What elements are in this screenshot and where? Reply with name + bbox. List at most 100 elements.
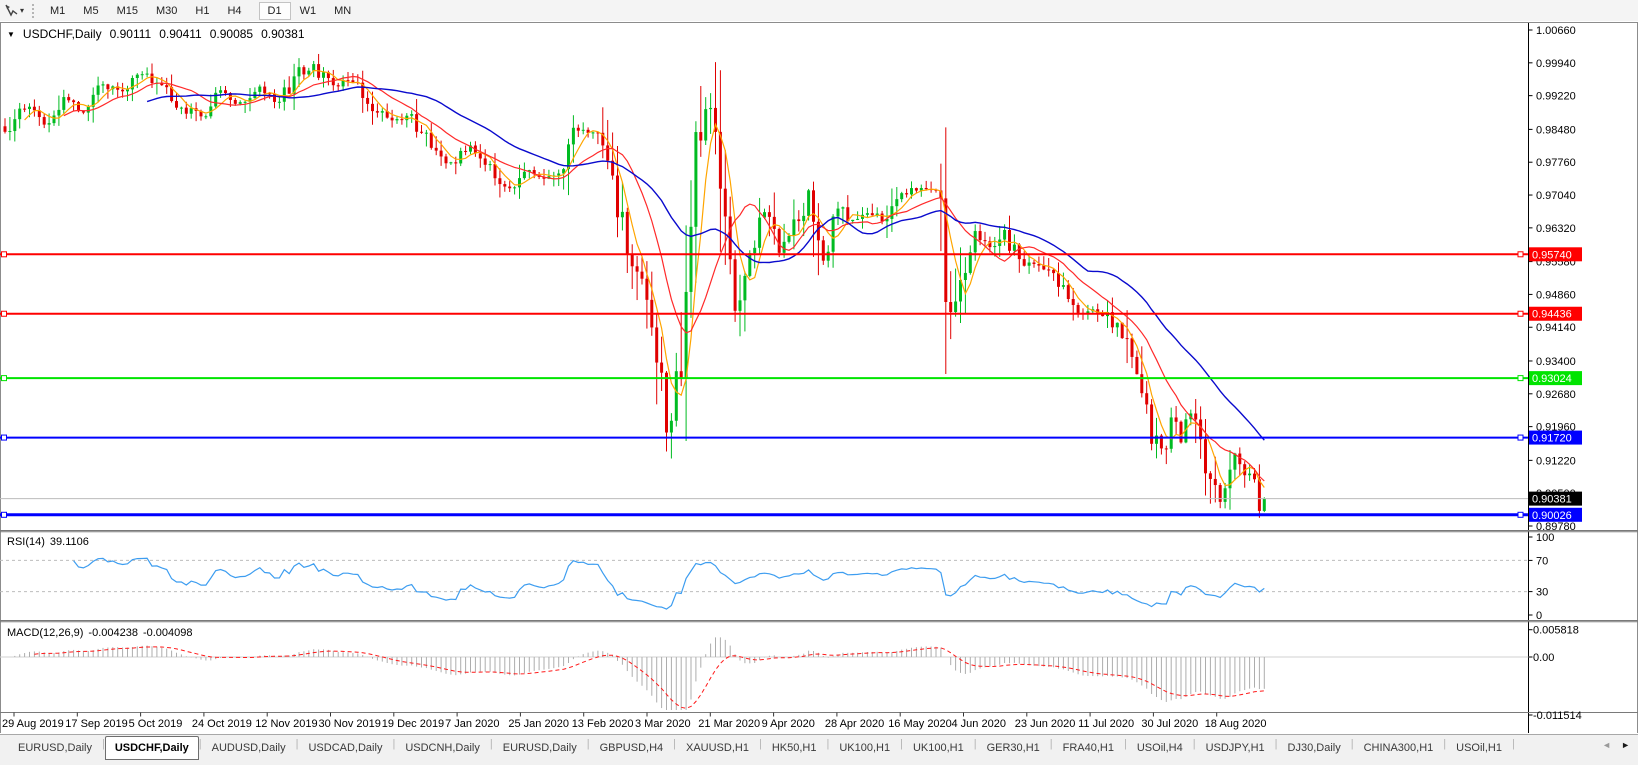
rsi-value: 39.1106 xyxy=(49,536,89,548)
svg-text:0.93024: 0.93024 xyxy=(1532,373,1572,385)
macd-signal-line xyxy=(34,646,1265,709)
svg-text:0.005818: 0.005818 xyxy=(1533,625,1579,637)
svg-text:16 May 2020: 16 May 2020 xyxy=(888,718,952,730)
tab-scroll-left-icon[interactable]: ◄ xyxy=(1602,740,1612,750)
svg-text:0.91720: 0.91720 xyxy=(1532,433,1572,445)
timeframe-button-D1[interactable]: D1 xyxy=(258,1,291,20)
macd-signal-value: -0.004098 xyxy=(142,627,193,639)
timeframe-button-M30[interactable]: M30 xyxy=(155,4,178,17)
svg-text:12 Nov 2019: 12 Nov 2019 xyxy=(255,718,317,730)
level-handle[interactable] xyxy=(1517,375,1524,382)
tab-separator: | xyxy=(900,738,903,750)
chart-tab-USDCNH-Daily[interactable]: USDCNH,Daily xyxy=(405,742,480,754)
ohlc-close: 0.90381 xyxy=(261,27,305,41)
svg-text:25 Jan 2020: 25 Jan 2020 xyxy=(508,718,569,730)
svg-text:4 Jun 2020: 4 Jun 2020 xyxy=(952,718,1006,730)
svg-text:0.96320: 0.96320 xyxy=(1536,223,1576,235)
timeframe-button-W1[interactable]: W1 xyxy=(299,4,317,17)
chart-tab-FRA40-H1[interactable]: FRA40,H1 xyxy=(1062,742,1114,754)
svg-text:0: 0 xyxy=(1536,610,1542,622)
chart-cursor-tool-button[interactable]: ▾ xyxy=(0,4,26,18)
macd-name: MACD(12,26,9) xyxy=(7,627,84,639)
level-handle[interactable] xyxy=(1,310,7,317)
rsi-name: RSI(14) xyxy=(7,536,45,548)
chart-tab-USOil-H4[interactable]: USOil,H4 xyxy=(1136,742,1183,754)
svg-text:23 Jun 2020: 23 Jun 2020 xyxy=(1015,718,1076,730)
chart-tab-GBPUSD-H4[interactable]: GBPUSD,H4 xyxy=(599,742,664,754)
chart-tab-USDCHF-Daily[interactable]: USDCHF,Daily xyxy=(104,736,199,760)
chart-tab-HK50-H1[interactable]: HK50,H1 xyxy=(771,742,817,754)
svg-text:0.97040: 0.97040 xyxy=(1536,190,1576,202)
svg-text:0.98480: 0.98480 xyxy=(1536,124,1576,136)
tab-separator: | xyxy=(1192,738,1196,750)
tab-separator: | xyxy=(489,738,493,750)
level-handle[interactable] xyxy=(1517,310,1524,317)
timeframe-button-H1[interactable]: H1 xyxy=(195,4,210,17)
level-handle[interactable] xyxy=(1517,251,1524,258)
time-axis-labels: 29 Aug 2019 17 Sep 2019 5 Oct 2019 24 Oct 2… xyxy=(2,712,1266,730)
toolbar-grip-handle[interactable] xyxy=(32,3,35,18)
svg-text:0.90026: 0.90026 xyxy=(1532,510,1572,522)
svg-text:24 Oct 2019: 24 Oct 2019 xyxy=(192,718,252,730)
macd-axis-labels: 0.005818 0.00 -0.011514 xyxy=(1528,625,1582,722)
ma-fast-line xyxy=(24,69,1265,488)
chart-tab-EURUSD-Daily[interactable]: EURUSD,Daily xyxy=(18,742,92,754)
chart-tab-UK100-H1[interactable]: UK100,H1 xyxy=(839,742,891,754)
timeframe-button-MN[interactable]: MN xyxy=(334,4,352,17)
svg-text:30 Jul 2020: 30 Jul 2020 xyxy=(1141,718,1198,730)
ma-slow-line xyxy=(146,86,1265,441)
level-handle[interactable] xyxy=(1,511,7,518)
tab-separator: | xyxy=(198,738,202,750)
chart-tab-XAUUSD-H1[interactable]: XAUUSD,H1 xyxy=(686,742,749,754)
tab-separator: | xyxy=(973,738,977,750)
tab-separator: | xyxy=(1443,738,1447,750)
svg-text:30: 30 xyxy=(1536,587,1548,599)
tab-scroll-right-icon[interactable]: ► xyxy=(1621,740,1630,750)
ma-medium-line xyxy=(63,75,1265,482)
chart-tab-AUDUSD-Daily[interactable]: AUDUSD,Daily xyxy=(211,742,286,754)
svg-text:0.94860: 0.94860 xyxy=(1536,289,1576,301)
timeframe-button-M5[interactable]: M5 xyxy=(83,4,99,17)
chart-tab-USOil-H1[interactable]: USOil,H1 xyxy=(1456,742,1502,754)
tab-separator: | xyxy=(1350,738,1354,750)
svg-text:0.95740: 0.95740 xyxy=(1532,249,1572,261)
svg-text:19 Dec 2019: 19 Dec 2019 xyxy=(382,718,444,730)
level-handle[interactable] xyxy=(1,375,7,382)
level-handle[interactable] xyxy=(1517,511,1524,518)
chart-tab-DJ30-Daily[interactable]: DJ30,Daily xyxy=(1287,742,1341,754)
timeframe-button-H4[interactable]: H4 xyxy=(227,4,242,17)
ohlc-low: 0.90085 xyxy=(209,27,254,41)
svg-text:0.99940: 0.99940 xyxy=(1536,58,1576,70)
price-chart-canvas[interactable]: 1.00660 0.99940 0.99220 0.98480 0.97760 0.970… xyxy=(0,0,1638,734)
level-handle[interactable] xyxy=(1517,434,1524,441)
chart-tab-UK100-H1[interactable]: UK100,H1 xyxy=(912,742,964,754)
rsi-indicator-label: RSI(14) 39.1106 xyxy=(7,536,89,548)
tab-separator: | xyxy=(392,738,396,750)
chart-tab-USDCAD-Daily[interactable]: USDCAD,Daily xyxy=(308,742,383,754)
level-handle[interactable] xyxy=(1,251,7,258)
price-axis-labels: 1.00660 0.99940 0.99220 0.98480 0.97760 0.970… xyxy=(1528,25,1582,533)
svg-text:0.00: 0.00 xyxy=(1533,652,1554,664)
timeframe-button-M1[interactable]: M1 xyxy=(50,4,66,17)
chart-cursor-icon xyxy=(5,4,18,17)
chart-tab-GER30-H1[interactable]: GER30,H1 xyxy=(986,742,1040,754)
chart-dropdown-caret-icon[interactable]: ▼ xyxy=(7,29,15,39)
level-handle[interactable] xyxy=(1,434,7,441)
tab-separator: | xyxy=(1511,738,1515,750)
tab-separator: | xyxy=(295,738,299,750)
tab-separator: | xyxy=(1274,738,1278,750)
chart-tab-CHINA300-H1[interactable]: CHINA300,H1 xyxy=(1363,742,1434,754)
tab-separator: | xyxy=(673,738,676,750)
svg-text:100: 100 xyxy=(1536,532,1554,544)
timeframe-button-M15[interactable]: M15 xyxy=(116,4,138,17)
svg-text:0.94436: 0.94436 xyxy=(1532,309,1572,321)
chart-tab-EURUSD-Daily[interactable]: EURUSD,Daily xyxy=(502,742,577,754)
current-price-tag xyxy=(1529,491,1582,506)
tab-separator: | xyxy=(758,738,762,750)
tool-dropdown-caret-icon[interactable]: ▾ xyxy=(20,6,25,15)
svg-text:0.94140: 0.94140 xyxy=(1536,322,1576,334)
tab-scroll-arrows: ◄ ► xyxy=(1602,740,1630,750)
svg-text:9 Apr 2020: 9 Apr 2020 xyxy=(762,718,815,730)
chart-tab-USDJPY-H1[interactable]: USDJPY,H1 xyxy=(1205,742,1265,754)
